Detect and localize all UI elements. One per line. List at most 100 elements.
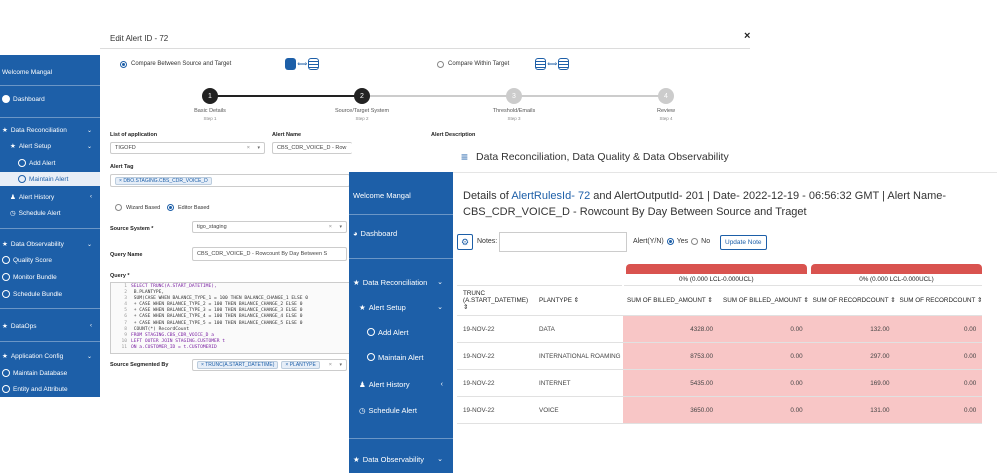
clock-icon: ◷: [359, 405, 366, 415]
circle-icon: [18, 159, 26, 167]
sidebar-item-data-observability[interactable]: ★ Data Observability ⌄: [349, 450, 453, 468]
sidebar-item-alert-history[interactable]: ♟ Alert History ‹: [349, 375, 453, 393]
sidebar-item-add-alert[interactable]: Add Alert: [349, 323, 453, 341]
segment-chip[interactable]: × PLANTYPE: [281, 361, 320, 369]
segment-chip[interactable]: × TRUNC(A.START_DATETIME): [197, 361, 279, 369]
sidebar-item-data-reconciliation[interactable]: ★ Data Reconciliation ⌄: [0, 123, 100, 137]
sidebar-item-entity-attribute[interactable]: Entity and Attribute: [0, 382, 100, 396]
clear-icon[interactable]: ×: [328, 362, 332, 368]
group-header: 0% (0.000 LCL-0.000UCL): [622, 264, 809, 286]
table-row: 19-NOV-22 DATA 4328.00 0.00 132.00 0.00: [457, 315, 983, 343]
alert-details-text: Details of AlertRulesId- 72 and AlertOut…: [463, 188, 997, 220]
history-icon: ♟: [10, 194, 16, 201]
report-header-title: Data Reconciliation, Data Quality & Data…: [476, 151, 729, 163]
circle-icon: [2, 385, 10, 393]
column-header[interactable]: SUM OF BILLED_AMOUNT ⇕: [719, 285, 809, 316]
sidebar-item-dashboard[interactable]: Dashboard: [0, 92, 100, 106]
sidebar-item-label: Maintain Alert: [378, 352, 424, 362]
sidebar-item-monitor-bundle[interactable]: Monitor Bundle: [0, 270, 100, 284]
value-cell: 0.00: [719, 369, 809, 397]
compare-between-option[interactable]: Compare Between Source and Target ⟺: [120, 58, 320, 70]
alert-tag-label: Alert Tag: [110, 164, 134, 170]
sidebar-item-label: Alert Setup: [368, 302, 406, 312]
column-header[interactable]: SUM OF RECORDCOUNT ⇕: [895, 285, 983, 316]
database-icon: [308, 58, 320, 70]
update-note-button[interactable]: Update Note: [720, 235, 767, 250]
alert-tag-input[interactable]: × DBO.STAGING.CBS_CDR_VOICE_D: [110, 174, 350, 187]
report-panel: ≡ Data Reconciliation, Data Quality & Da…: [453, 138, 997, 473]
value-cell: 0.00: [719, 315, 809, 343]
welcome-text: Welcome Mangal: [349, 186, 453, 204]
source-segmented-select[interactable]: × TRUNC(A.START_DATETIME) × PLANTYPE × ▾: [192, 359, 347, 371]
alert-name-value: CBS_CDR_VOICE_D - Row: [277, 145, 347, 151]
dashboard-icon: [2, 95, 10, 103]
sidebar-item-schedule-bundle[interactable]: Schedule Bundle: [0, 287, 100, 301]
compare-within-label: Compare Within Target: [448, 61, 510, 67]
value-cell: 3650.00: [623, 396, 719, 424]
value-cell: 8753.00: [623, 342, 719, 370]
query-line: + CASE WHEN BALANCE_TYPE_3 = 100 THEN BA…: [131, 308, 303, 314]
list-of-application-select[interactable]: TIGOFD × ▾: [110, 142, 265, 154]
sidebar-item-dashboard[interactable]: ◕ Dashboard: [349, 224, 453, 242]
column-header[interactable]: PLANTYPE ⇕: [533, 285, 623, 316]
sidebar-item-alert-history[interactable]: ♟ Alert History ‹: [0, 190, 100, 204]
clear-icon[interactable]: ×: [328, 224, 332, 230]
sidebar-item-alert-setup[interactable]: ★ Alert Setup ⌄: [349, 298, 453, 316]
alert-tag-chip[interactable]: × DBO.STAGING.CBS_CDR_VOICE_D: [115, 176, 212, 185]
clear-icon[interactable]: ×: [246, 145, 250, 151]
radio-selected-icon[interactable]: [666, 238, 674, 245]
menu-icon[interactable]: ≡: [461, 150, 469, 164]
sidebar-left: Welcome Mangal Dashboard ★ Data Reconcil…: [0, 55, 100, 397]
step-3[interactable]: 3: [506, 88, 522, 104]
sidebar-item-data-observability[interactable]: ★ Data Observability ⌄: [0, 237, 100, 251]
sidebar-item-label: Schedule Bundle: [13, 290, 63, 298]
sidebar-item-quality-score[interactable]: Quality Score: [0, 253, 100, 267]
alert-yes-label: Yes: [676, 238, 689, 245]
value-cell: 0.00: [895, 342, 983, 370]
step-1[interactable]: 1: [202, 88, 218, 104]
radio-empty-icon[interactable]: [691, 238, 699, 245]
column-header[interactable]: SUM OF BILLED_AMOUNT ⇕: [623, 285, 719, 316]
wizard-based-option[interactable]: Wizard Based: [115, 204, 160, 211]
close-icon[interactable]: ×: [744, 30, 751, 42]
query-name-input[interactable]: CBS_CDR_VOICE_D - Rowcount By Day Betwee…: [192, 247, 347, 261]
sidebar-item-schedule-alert[interactable]: ◷ Schedule Alert: [0, 206, 100, 220]
sidebar-item-label: Alert History: [18, 193, 55, 201]
editor-based-option[interactable]: Editor Based: [167, 204, 210, 211]
compare-within-option[interactable]: Compare Within Target ⟺: [437, 58, 570, 70]
sidebar-item-alert-setup[interactable]: ★ Alert Setup ⌄: [0, 139, 100, 153]
sidebar-item-data-reconciliation[interactable]: ★ Data Reconciliation ⌄: [349, 273, 453, 291]
value-cell: 4328.00: [623, 315, 719, 343]
sidebar-item-application-config[interactable]: ★ Application Config ⌄: [0, 349, 100, 363]
column-header[interactable]: SUM OF RECORDCOUNT ⇕: [808, 285, 896, 316]
query-name-value: CBS_CDR_VOICE_D - Rowcount By Day Betwee…: [197, 251, 328, 257]
alert-rules-link[interactable]: AlertRulesId- 72: [511, 190, 591, 202]
gear-icon[interactable]: ⚙: [457, 234, 473, 250]
circle-icon: [2, 369, 10, 377]
arrows-icon: ⟺: [547, 61, 558, 68]
alert-name-input[interactable]: CBS_CDR_VOICE_D - Row: [272, 142, 352, 154]
source-system-select[interactable]: tigo_staging × ▾: [192, 221, 347, 233]
value-cell: 0.00: [895, 369, 983, 397]
chevron-down-icon: ⌄: [86, 127, 92, 134]
step-2[interactable]: 2: [354, 88, 370, 104]
chevron-down-icon[interactable]: ▾: [339, 224, 342, 230]
sidebar-item-add-alert[interactable]: Add Alert: [0, 156, 100, 170]
notes-input[interactable]: [499, 232, 627, 252]
sidebar-item-maintain-alert[interactable]: Maintain Alert: [349, 348, 453, 366]
sidebar-item-schedule-alert[interactable]: ◷ Schedule Alert: [349, 401, 453, 419]
circle-icon: [2, 290, 10, 298]
circle-icon: [2, 256, 10, 264]
sidebar-item-maintain-alert[interactable]: Maintain Alert: [0, 172, 100, 186]
chevron-down-icon[interactable]: ▾: [339, 362, 342, 368]
notes-bar: ⚙ Notes: Alert(Y/N) Yes No Update Note: [457, 232, 997, 254]
chevron-down-icon: ⌄: [437, 456, 443, 463]
table-row: 19-NOV-22 INTERNET 5435.00 0.00 169.00 0…: [457, 369, 983, 397]
step-4[interactable]: 4: [658, 88, 674, 104]
chevron-down-icon[interactable]: ▾: [257, 145, 260, 151]
query-line: ON a.CUSTOMER_ID = t.CUSTOMERID: [131, 344, 217, 350]
query-editor[interactable]: 1 SELECT TRUNC(A.START_DATETIME), 2 B.PLA…: [110, 282, 350, 354]
sidebar-item-dataops[interactable]: ★ DataOps ‹: [0, 319, 100, 333]
column-header[interactable]: TRUNC (A.START_DATETIME) ⇕: [457, 285, 533, 316]
sidebar-item-maintain-database[interactable]: Maintain Database: [0, 366, 100, 380]
